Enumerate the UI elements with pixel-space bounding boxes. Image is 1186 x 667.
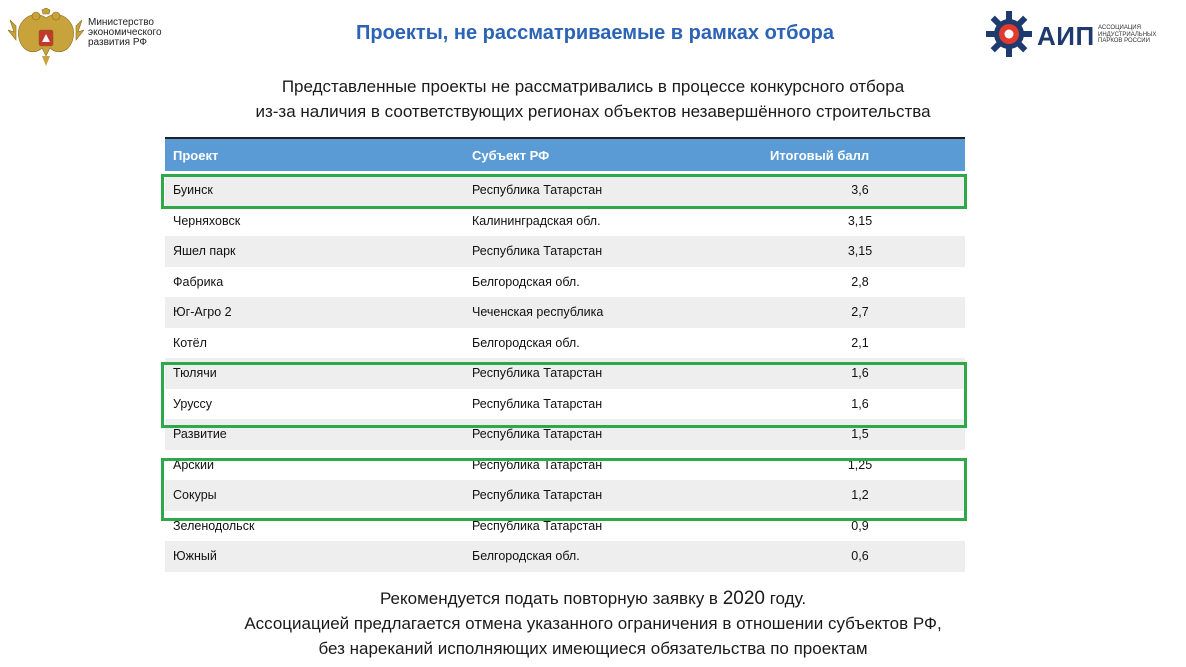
table-header: Проект Субъект РФ Итоговый балл — [165, 139, 965, 171]
ministry-name: Министерство экономического развития РФ — [88, 18, 162, 48]
table-row: Черняховск Калининградская обл. 3,15 — [165, 206, 965, 237]
cell-score: 1,2 — [851, 488, 869, 502]
cell-score: 1,6 — [851, 396, 869, 411]
table-row: Буинск Республика Татарстан 3,6 — [165, 175, 965, 206]
footer-line1-prefix: Рекомендуется подать повторную заявку в — [379, 589, 723, 608]
highlight-box-arsky-sokury — [161, 458, 967, 521]
cell-project: Тюлячи — [173, 366, 217, 380]
cell-project: Арский — [173, 457, 214, 472]
table-row: Зеленодольск Республика Татарстан 0,9 — [165, 511, 965, 542]
highlight-box-buinsk — [161, 174, 967, 209]
table-row: Яшел парк Республика Татарстан 3,15 — [165, 236, 965, 267]
intro-text: Представленные проекты не рассматривалис… — [100, 74, 1086, 124]
cell-region: Республика Татарстан — [472, 457, 603, 472]
column-header-score: Итоговый балл — [770, 148, 870, 163]
cell-score: 3,15 — [847, 244, 873, 258]
cell-project: Сокуры — [173, 488, 217, 502]
table-row: Арский Республика Татарстан 1,25 — [165, 450, 965, 481]
slide-header: Министерство экономического развития РФ … — [0, 0, 1186, 72]
aip-subtitle: АССОЦИАЦИЯ ИНДУСТРИАЛЬНЫХ ПАРКОВ РОССИИ — [1098, 25, 1156, 45]
ministry-line: развития РФ — [88, 37, 148, 48]
footer-line: без нареканий исполняющих имеющиеся обяз… — [318, 639, 868, 658]
aip-brand: АИП — [1037, 21, 1095, 51]
column-header-region: Субъект РФ — [472, 148, 550, 163]
cell-region: Белгородская обл. — [472, 274, 580, 289]
cell-region: Калининградская обл. — [472, 213, 601, 228]
cell-region: Республика Татарстан — [472, 183, 603, 197]
cell-region: Белгородская обл. — [472, 335, 580, 350]
cell-score: 2,1 — [851, 335, 869, 350]
cell-region: Республика Татарстан — [472, 488, 603, 502]
cell-score: 0,9 — [851, 518, 869, 533]
cell-region: Республика Татарстан — [472, 244, 603, 258]
cell-project: Буинск — [173, 183, 213, 197]
intro-line: из-за наличия в соответствующих регионах… — [255, 102, 931, 121]
cell-project: Южный — [173, 549, 217, 563]
aip-subtitle-line: АССОЦИАЦИЯ — [1098, 25, 1141, 31]
table-row: Уруссу Республика Татарстан 1,6 — [165, 389, 965, 420]
cell-region: Белгородская обл. — [472, 549, 580, 563]
table-row: Котёл Белгородская обл. 2,1 — [165, 328, 965, 359]
cell-project: Фабрика — [173, 274, 224, 289]
coat-of-arms-emblem — [8, 8, 84, 66]
slide-title: Проекты, не рассматриваемые в рамках отб… — [355, 22, 835, 44]
cell-score: 0,6 — [851, 549, 869, 563]
footer-year: 2020 — [722, 588, 765, 609]
ministry-line: экономического — [88, 27, 162, 38]
cell-region: Республика Татарстан — [472, 366, 603, 380]
cell-score: 3,15 — [847, 213, 873, 228]
aip-subtitle-line: ПАРКОВ РОССИИ — [1098, 38, 1150, 44]
cell-score: 3,6 — [851, 183, 869, 197]
table-row: Развитие Республика Татарстан 1,5 — [165, 419, 965, 450]
cell-project: Юг-Агро 2 — [173, 305, 232, 319]
table-row: Сокуры Республика Татарстан 1,2 — [165, 480, 965, 511]
table-row: Юг-Агро 2 Чеченская республика 2,7 — [165, 297, 965, 328]
cell-region: Республика Татарстан — [472, 396, 603, 411]
cell-region: Республика Татарстан — [472, 427, 603, 441]
table-row: Фабрика Белгородская обл. 2,8 — [165, 267, 965, 298]
table-row: Южный Белгородская обл. 0,6 — [165, 541, 965, 572]
aip-subtitle-line: ИНДУСТРИАЛЬНЫХ — [1098, 31, 1157, 38]
cell-score: 1,6 — [851, 366, 869, 380]
cell-region: Чеченская республика — [472, 305, 604, 319]
cell-region: Республика Татарстан — [472, 518, 603, 533]
footer-text: Рекомендуется подать повторную заявку в … — [90, 586, 1096, 661]
table-top-rule — [165, 137, 965, 139]
ministry-line: Министерство — [88, 17, 154, 28]
cell-score: 2,7 — [851, 305, 869, 319]
column-header-project: Проект — [173, 148, 219, 163]
cell-project: Развитие — [173, 427, 227, 441]
gear-icon — [986, 11, 1032, 57]
cell-project: Котёл — [173, 335, 207, 350]
footer-line: Ассоциацией предлагается отмена указанно… — [244, 614, 942, 633]
cell-score: 1,25 — [847, 457, 873, 472]
aip-logo: АИП АССОЦИАЦИЯ ИНДУСТРИАЛЬНЫХ ПАРКОВ РОС… — [985, 10, 1185, 60]
cell-project: Уруссу — [173, 396, 213, 411]
cell-project: Зеленодольск — [173, 518, 255, 533]
cell-score: 1,5 — [851, 427, 869, 441]
cell-score: 2,8 — [851, 274, 869, 289]
intro-line: Представленные проекты не рассматривалис… — [281, 77, 905, 96]
highlight-box-tyulyachi-urussu — [161, 362, 967, 428]
cell-project: Черняховск — [173, 213, 241, 228]
footer-line-recommendation: Рекомендуется подать повторную заявку в … — [90, 586, 1096, 611]
footer-line1-suffix: году. — [764, 589, 807, 608]
cell-project: Яшел парк — [173, 244, 236, 258]
